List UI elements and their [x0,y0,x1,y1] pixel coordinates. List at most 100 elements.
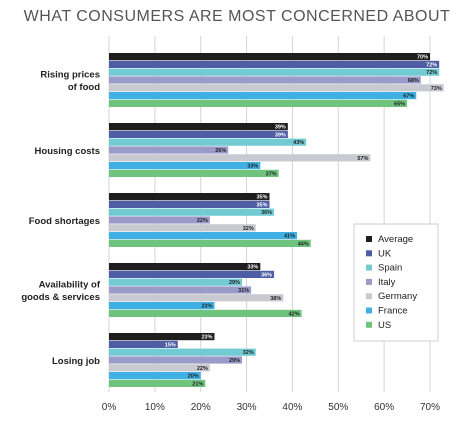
bar [109,92,417,100]
bar [109,309,302,317]
x-tick-label: 70% [420,402,440,413]
x-tick-label: 30% [237,402,257,413]
legend-label: Average [378,234,413,245]
bar [109,333,215,341]
x-tick-label: 40% [282,402,302,413]
bar [109,162,261,170]
bar-value-label: 72% [426,70,437,76]
bar [109,340,178,348]
bar [109,208,275,216]
bar-value-label: 68% [408,78,419,84]
x-tick-label: 60% [374,402,394,413]
bar [109,130,288,138]
legend-swatch [366,293,372,300]
category-label: Food shortages [29,216,100,227]
bar [109,263,261,271]
bar-value-label: 39% [275,125,286,131]
bar [109,372,201,380]
bar [109,364,210,372]
x-tick-label: 50% [328,402,348,413]
bar-value-label: 35% [256,195,267,201]
bar-value-label: 31% [238,288,249,294]
bar [109,154,371,162]
bar [109,348,256,356]
x-tick-label: 0% [102,402,117,413]
legend-label: Italy [378,277,396,288]
bar [109,84,444,92]
bar-value-label: 73% [431,86,442,92]
bar [109,76,421,84]
bar-value-label: 22% [197,218,208,224]
bar-value-label: 39% [275,132,286,138]
bar-value-label: 32% [243,226,254,232]
bar [109,224,256,232]
bar-value-label: 41% [284,234,295,240]
bar [109,146,229,154]
legend-swatch [366,307,372,314]
bar-value-label: 57% [357,156,368,162]
bar [109,68,440,76]
legend-label: France [378,306,408,317]
bar-value-label: 36% [261,272,272,278]
x-tick-label: 20% [191,402,211,413]
bar-value-label: 70% [417,55,428,61]
bar-value-label: 15% [165,342,176,348]
bar-value-label: 42% [289,311,300,317]
bar [109,286,252,294]
bar-value-label: 72% [426,62,437,68]
bar [109,60,440,68]
bar-value-label: 37% [266,171,277,177]
bar-value-label: 43% [293,140,304,146]
bar [109,356,242,364]
legend-swatch [366,278,372,285]
legend-label: Spain [378,263,402,274]
legend-label: UK [378,248,392,259]
bar [109,302,215,310]
bar [109,123,288,131]
bar [109,278,242,286]
legend-swatch [366,321,372,328]
category-label: of food [68,82,100,93]
bar-value-label: 67% [403,94,414,100]
bar [109,138,307,146]
bar-value-label: 21% [192,381,203,387]
bar [109,99,408,107]
bar-value-label: 32% [243,350,254,356]
bar-value-label: 33% [247,265,258,271]
bar-value-label: 23% [201,304,212,310]
bar [109,239,311,247]
bar-value-label: 36% [261,210,272,216]
bar-value-label: 22% [197,366,208,372]
bar [109,270,275,278]
bar-value-label: 33% [247,164,258,170]
bar-value-label: 65% [394,101,405,107]
category-label: Housing costs [35,146,100,157]
legend-swatch [366,250,372,257]
bar [109,169,279,177]
bar-value-label: 44% [298,241,309,247]
category-label: Rising prices [40,70,100,81]
bar [109,379,206,387]
category-label: Availability of [39,280,101,291]
legend-swatch [366,236,372,242]
bar [109,200,270,208]
x-tick-label: 10% [145,402,165,413]
legend-label: Germany [378,291,417,302]
bar [109,232,298,240]
bar-value-label: 38% [270,296,281,302]
chart-title: WHAT CONSUMERS ARE MOST CONCERNED ABOUT [23,8,451,25]
legend-label: US [378,320,391,331]
legend-box [353,223,439,342]
bar [109,53,430,61]
bar-value-label: 35% [256,202,267,208]
category-label: goods & services [21,292,100,303]
bar-value-label: 23% [201,335,212,341]
bar [109,216,210,224]
legend-swatch [366,264,372,271]
bar-value-label: 20% [188,374,199,380]
bar-value-label: 26% [215,148,226,154]
category-label: Losing job [52,356,100,367]
bar-value-label: 29% [229,280,240,286]
bar [109,193,270,201]
